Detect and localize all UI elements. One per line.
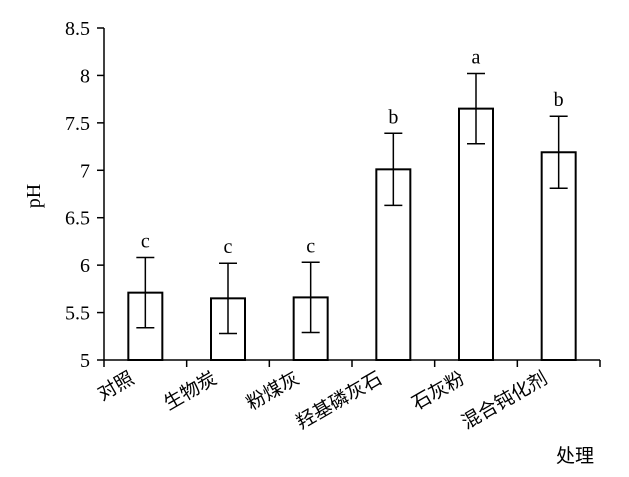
category-label: 羟基磷灰石 <box>293 367 386 434</box>
y-tick-label: 6.5 <box>65 208 90 230</box>
y-axis-title: pH <box>23 184 45 208</box>
significance-label: c <box>141 231 150 253</box>
category-label: 石灰粉 <box>408 367 468 415</box>
y-tick-label: 6 <box>80 255 90 277</box>
x-axis-title: 处理 <box>556 445 594 467</box>
y-tick-label: 8.5 <box>65 18 90 40</box>
category-label: 生物炭 <box>160 367 220 415</box>
y-tick-label: 5 <box>80 350 90 372</box>
significance-label: b <box>554 89 564 111</box>
significance-label: a <box>472 47 481 69</box>
y-tick-label: 5.5 <box>65 303 90 325</box>
significance-label: b <box>388 106 398 128</box>
y-tick-label: 8 <box>80 65 90 87</box>
significance-label: c <box>306 235 315 257</box>
category-label: 混合钝化剂 <box>458 367 551 434</box>
bar-5 <box>458 107 494 361</box>
plot-area: 5 5.5 6 6.5 7 7.5 8 8.5 c 对照 c 生物炭 c 粉煤灰 b 羟基磷灰石 a 石灰粉 b 混合… <box>65 18 601 434</box>
y-tick-label: 7 <box>80 160 90 182</box>
significance-label: c <box>224 236 233 258</box>
y-tick-label: 7.5 <box>65 113 90 135</box>
category-label: 对照 <box>94 367 138 405</box>
category-label: 粉煤灰 <box>243 367 303 415</box>
